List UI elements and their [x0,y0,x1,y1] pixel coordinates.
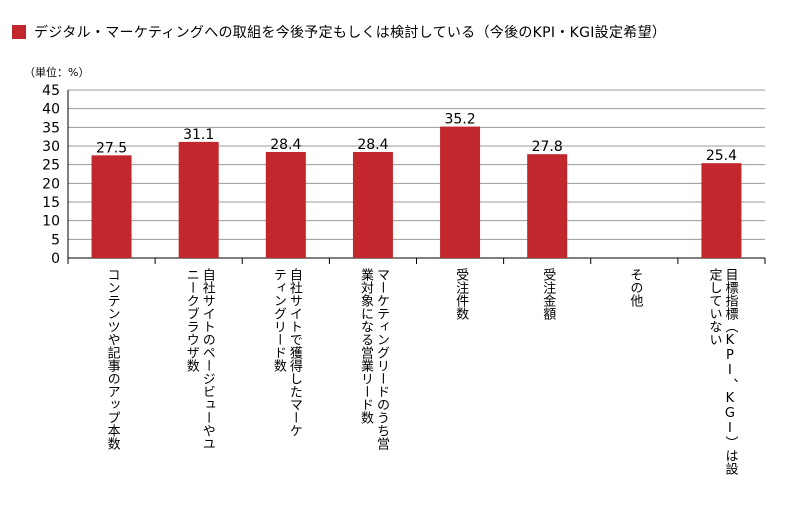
y-tick-label: 5 [51,232,60,248]
data-label: 31.1 [183,127,214,143]
bar [265,151,306,258]
bar [527,154,568,258]
y-tick-label: 30 [42,139,60,155]
chart-title: デジタル・マーケティングへの取組を今後予定もしくは検討している（今後のKPI・K… [34,25,667,41]
y-tick-label: 0 [51,251,60,267]
bar [178,141,219,258]
data-label: 35.2 [444,112,475,128]
y-tick-label: 20 [42,176,60,192]
category-label: 自社サイトのページビューやユ ニークブラウザ数 [183,268,215,450]
bar [701,163,742,258]
legend: デジタル・マーケティングへの取組を今後予定もしくは検討している（今後のKPI・K… [12,22,666,42]
y-tick-label: 35 [42,120,60,136]
y-tick-label: 15 [42,195,60,211]
category-label: 目標指標（KPI、KGI）は設 定していない [706,268,738,475]
unit-label: （単位：%） [24,66,90,79]
category-label: 受注件数 [453,268,469,320]
category-label: 受注金額 [540,268,556,320]
category-label: 自社サイトで獲得したマーケ ティングリード数 [270,268,302,437]
bar [352,151,393,258]
data-label: 27.8 [532,139,563,155]
data-label: 25.4 [706,148,737,164]
category-label: その他 [627,268,643,307]
y-tick-label: 10 [42,214,60,230]
data-label: 28.4 [357,137,388,153]
data-label: 28.4 [270,137,301,153]
category-label: マーケティングリードのうち営 業対象になる営業リード数 [357,268,389,450]
y-tick-label: 40 [42,102,60,118]
y-tick-label: 45 [42,83,60,99]
bar [91,155,132,258]
bar [440,126,481,258]
category-label: コンテンツや記事のアップ本数 [104,268,120,450]
legend-swatch [12,25,26,39]
y-tick-label: 25 [42,158,60,174]
data-label: 27.5 [96,140,127,156]
